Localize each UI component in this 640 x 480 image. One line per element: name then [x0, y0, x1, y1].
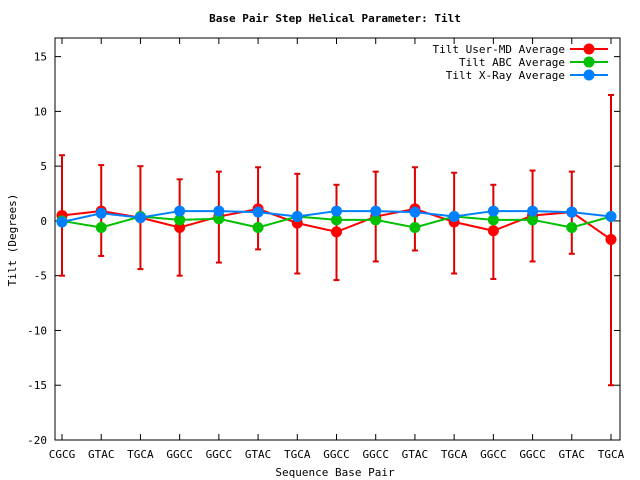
data-point: [370, 205, 382, 217]
y-tick-label: -15: [27, 379, 47, 392]
y-tick-label: 10: [34, 105, 47, 118]
y-tick-label: -5: [34, 270, 47, 283]
data-point: [213, 213, 225, 225]
x-tick-label: GGCC: [519, 448, 546, 461]
x-tick-label: GGCC: [323, 448, 350, 461]
legend-marker: [583, 56, 595, 68]
data-point: [174, 205, 186, 217]
data-point: [448, 211, 460, 223]
x-tick-label: GTAC: [559, 448, 586, 461]
data-point: [56, 216, 68, 228]
data-point: [527, 205, 539, 217]
plot-area: -20 -15 -10 -5 0 5 10 15 CGCG GTAC TGCA GGCC GGCC GTA…: [27, 37, 625, 461]
y-tick-label: -20: [27, 434, 47, 447]
x-axis-label: Sequence Base Pair: [275, 466, 395, 479]
data-point: [566, 206, 578, 218]
x-tick-label: GGCC: [362, 448, 389, 461]
data-point: [95, 221, 107, 233]
x-tick-label: TGCA: [127, 448, 154, 461]
data-point: [134, 212, 146, 224]
data-point: [213, 205, 225, 217]
x-tick-label: TGCA: [598, 448, 625, 461]
x-tick-label: GGCC: [206, 448, 233, 461]
data-point: [370, 214, 382, 226]
legend-entry: Tilt ABC Average: [459, 56, 608, 69]
x-tick-label: GTAC: [245, 448, 272, 461]
data-point: [252, 206, 264, 218]
y-tick-label: 0: [40, 215, 47, 228]
data-point: [331, 214, 342, 226]
data-point: [605, 211, 617, 223]
y-tick-label: 5: [40, 160, 47, 173]
y-axis-label: Tilt (Degrees): [6, 194, 19, 287]
plot-frame: [54, 37, 621, 441]
legend-label: Tilt User-MD Average: [433, 43, 565, 56]
data-point: [409, 221, 421, 233]
legend-marker: [583, 69, 595, 81]
data-point: [409, 206, 421, 218]
legend-label: Tilt X-Ray Average: [446, 69, 565, 82]
y-tick-label: -10: [27, 324, 47, 337]
data-point: [487, 214, 499, 226]
y-tick-label: 15: [34, 51, 47, 64]
data-point: [174, 214, 186, 226]
data-point: [291, 211, 303, 223]
data-point: [487, 205, 499, 217]
data-point: [566, 221, 578, 233]
chart-title: Base Pair Step Helical Parameter: Tilt: [209, 12, 461, 25]
data-point: [95, 207, 107, 219]
x-tick-label: GTAC: [88, 448, 115, 461]
x-tick-label: GGCC: [480, 448, 507, 461]
legend-entry: Tilt X-Ray Average: [446, 69, 608, 82]
data-point: [331, 205, 342, 217]
data-point: [605, 234, 617, 246]
legend-marker: [583, 43, 595, 55]
data-point: [487, 225, 499, 237]
x-tick-label: TGCA: [284, 448, 311, 461]
x-tick-label: TGCA: [441, 448, 468, 461]
x-tick-label: GGCC: [166, 448, 193, 461]
x-tick-label: GTAC: [402, 448, 429, 461]
data-point: [331, 226, 342, 238]
legend-entry: Tilt User-MD Average: [433, 43, 608, 56]
x-tick-label: CGCG: [49, 448, 76, 461]
data-point: [252, 221, 264, 233]
data-point: [527, 214, 539, 226]
data-point: [174, 221, 186, 233]
legend-label: Tilt ABC Average: [459, 56, 565, 69]
